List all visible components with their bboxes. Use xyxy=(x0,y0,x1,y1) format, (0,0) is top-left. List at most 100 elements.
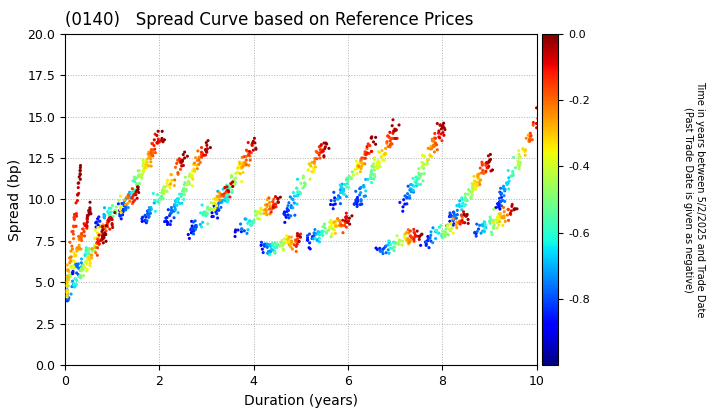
Point xyxy=(62,273,73,279)
Point xyxy=(166,171,177,178)
Point xyxy=(418,161,430,168)
Point xyxy=(282,236,294,243)
Point xyxy=(71,213,82,220)
Point xyxy=(279,209,290,215)
Point xyxy=(413,170,425,176)
Point xyxy=(139,218,150,224)
Point xyxy=(412,175,423,181)
Point xyxy=(370,141,382,147)
Point xyxy=(210,196,222,202)
Point xyxy=(256,246,268,252)
Point xyxy=(164,181,176,187)
Point xyxy=(487,225,499,231)
Point xyxy=(236,164,248,171)
Point xyxy=(136,175,148,181)
Point xyxy=(351,203,363,210)
Point xyxy=(99,215,110,221)
Point xyxy=(324,219,336,226)
Point xyxy=(284,194,296,200)
Point xyxy=(408,229,420,236)
Point xyxy=(385,241,397,248)
Point xyxy=(210,195,221,202)
Point xyxy=(104,205,115,212)
Point xyxy=(474,179,485,186)
Point xyxy=(153,138,164,144)
Point xyxy=(247,139,258,146)
Point xyxy=(523,138,534,144)
Point xyxy=(469,178,481,185)
Point xyxy=(141,159,153,165)
Point xyxy=(384,137,396,144)
Point xyxy=(292,189,303,195)
Point xyxy=(287,197,299,203)
Point xyxy=(503,206,514,213)
Point xyxy=(515,154,526,160)
Point xyxy=(147,152,158,159)
Point xyxy=(265,242,276,249)
Point xyxy=(454,203,465,210)
Point xyxy=(408,238,420,245)
Point xyxy=(100,231,112,238)
Point xyxy=(431,147,443,153)
Point xyxy=(169,176,181,183)
Point xyxy=(240,162,252,168)
Point xyxy=(410,174,422,181)
Point xyxy=(482,152,494,159)
Point xyxy=(292,176,303,183)
Point xyxy=(236,178,248,185)
Point xyxy=(533,113,544,120)
Point xyxy=(124,198,135,205)
Point xyxy=(352,198,364,205)
Point xyxy=(287,246,298,252)
Point xyxy=(342,180,354,187)
Point xyxy=(318,140,330,147)
Point xyxy=(81,218,93,225)
Point xyxy=(200,147,212,154)
Point xyxy=(416,159,428,166)
Point xyxy=(500,179,512,186)
Point xyxy=(214,199,225,206)
Point xyxy=(315,146,326,153)
Point xyxy=(158,183,170,190)
Point xyxy=(506,201,518,208)
Point xyxy=(524,136,536,142)
Point xyxy=(260,206,271,213)
Point xyxy=(331,196,343,202)
Point xyxy=(235,164,246,171)
Point xyxy=(261,203,273,210)
Point xyxy=(185,226,197,232)
Point xyxy=(366,148,377,155)
Point xyxy=(292,192,303,199)
Point xyxy=(285,213,297,219)
Point xyxy=(164,184,176,191)
Point xyxy=(373,158,384,164)
Point xyxy=(495,213,507,220)
Point xyxy=(84,250,95,257)
Point xyxy=(185,227,197,234)
Point xyxy=(456,212,467,219)
Point xyxy=(148,149,159,156)
Point xyxy=(477,222,489,229)
Point xyxy=(109,209,120,216)
Point xyxy=(68,216,80,223)
Point xyxy=(230,179,241,186)
Point xyxy=(196,149,207,155)
Point xyxy=(404,192,415,199)
Point xyxy=(222,186,233,193)
Point xyxy=(413,165,425,172)
Point xyxy=(168,203,180,210)
Point xyxy=(470,233,482,239)
Point xyxy=(454,221,466,228)
Point xyxy=(120,196,131,203)
Point xyxy=(211,197,222,203)
Point xyxy=(161,188,173,195)
Point xyxy=(176,158,187,165)
Point xyxy=(196,154,207,161)
Point xyxy=(97,226,109,233)
Point xyxy=(182,231,194,238)
Point xyxy=(75,234,86,241)
Point xyxy=(343,173,355,180)
Point xyxy=(145,150,157,157)
Point xyxy=(129,186,140,193)
Point xyxy=(71,277,83,284)
